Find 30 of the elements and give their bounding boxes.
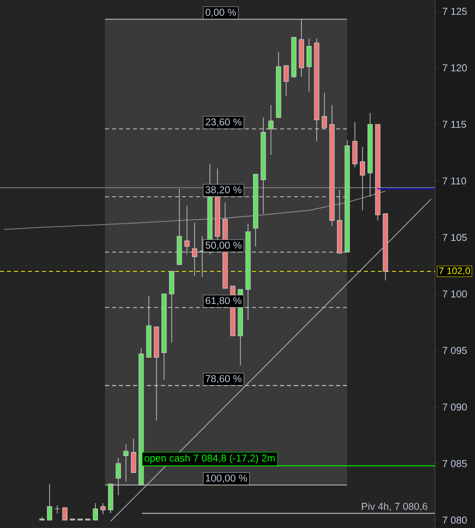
candlestick (306, 38, 312, 92)
annotation: 0,00 % (206, 8, 236, 18)
y-tick-label: 7 120 (442, 64, 467, 72)
candlestick (352, 122, 358, 168)
candlestick (47, 484, 52, 520)
annotation: 100,00 % (206, 474, 248, 483)
annotation: 23,60 % (206, 118, 242, 127)
candlestick (100, 502, 106, 515)
candlestick (130, 438, 136, 473)
candlestick (92, 502, 98, 520)
annotation: 61,80 % (206, 297, 242, 306)
candlestick (360, 146, 366, 211)
y-tick-label: 7 090 (442, 403, 467, 411)
y-tick-label: 7 085 (442, 460, 467, 468)
y-tick-label: 7 095 (442, 346, 467, 354)
ref-line-label: open cash 7 084,8 (-17,2) 2m (144, 454, 275, 464)
ref-line-label: Piv 4h, 7 080,6 (362, 502, 428, 512)
y-tick-label: 7 100 (442, 290, 467, 298)
y-tick-label: 7 115 (442, 120, 466, 128)
annotation: 78,60 % (206, 375, 242, 384)
candlestick (123, 444, 129, 482)
annotation: 50,00 % (206, 242, 242, 250)
candlestick (62, 507, 68, 520)
ref-line-label: 7 102,0 (439, 267, 470, 276)
y-tick-label: 7 125 (442, 8, 467, 15)
y-tick-label: 7 110 (442, 177, 466, 184)
y-tick-label: 7 105 (442, 234, 467, 241)
candlestick (284, 65, 289, 96)
annotation: 38,20 % (206, 186, 242, 195)
y-tick-label: 7 080 (442, 516, 467, 524)
